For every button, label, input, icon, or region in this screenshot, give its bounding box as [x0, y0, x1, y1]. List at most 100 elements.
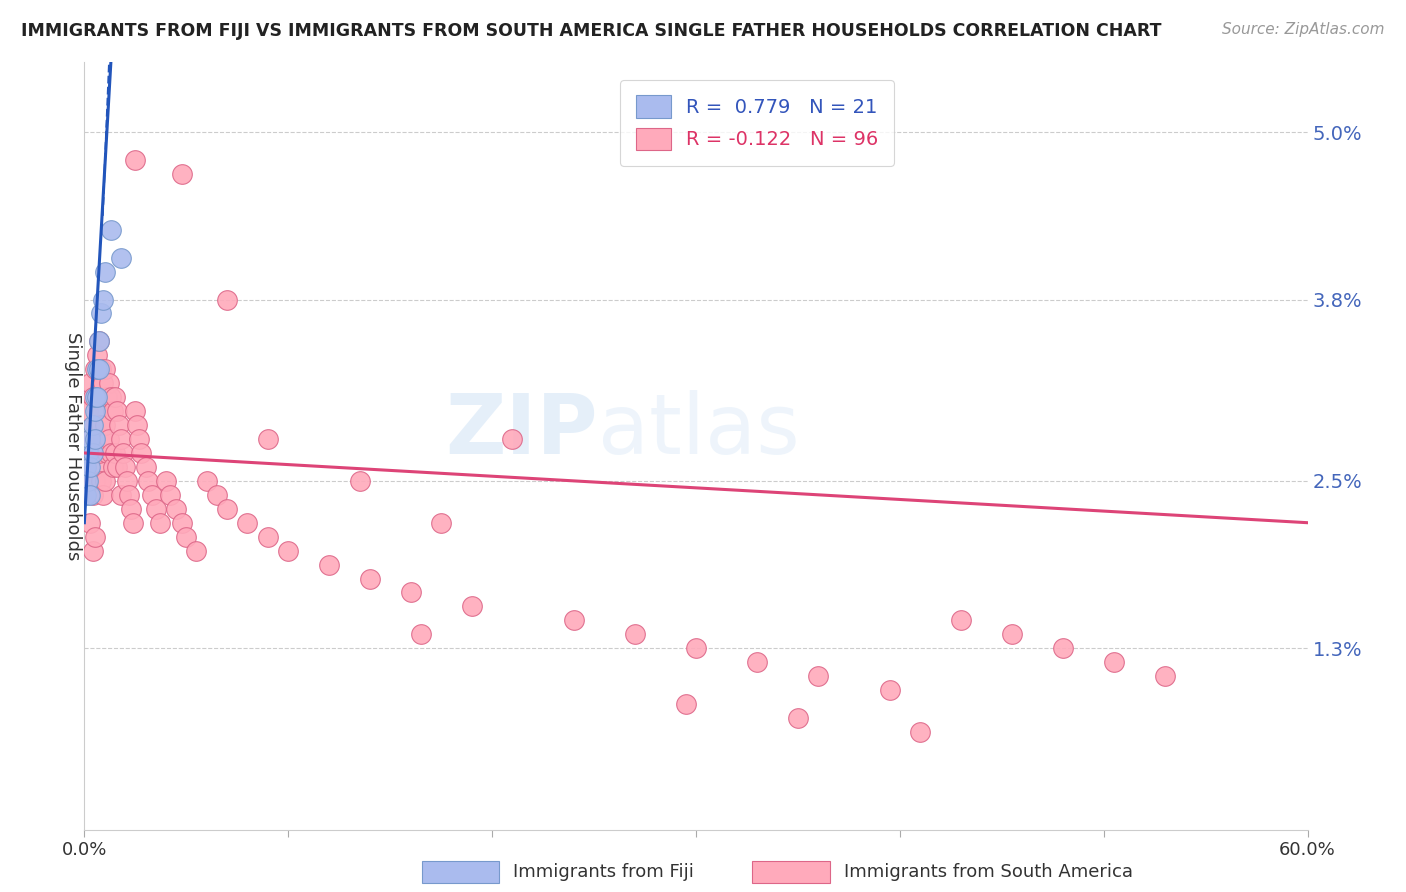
Point	[77, 474, 100, 488]
Point	[79, 376, 101, 391]
Point	[359, 572, 381, 586]
Point	[82, 390, 104, 404]
Point	[79, 432, 101, 446]
Point	[145, 501, 167, 516]
Point	[86, 390, 108, 404]
Point	[79, 459, 101, 474]
Point	[83, 418, 105, 433]
Point	[217, 501, 239, 516]
Point	[96, 390, 118, 404]
Point	[93, 474, 115, 488]
Point	[79, 516, 101, 530]
Legend: R =  0.779   N = 21, R = -0.122   N = 96: R = 0.779 N = 21, R = -0.122 N = 96	[620, 79, 894, 166]
Point	[186, 543, 208, 558]
Point	[205, 488, 228, 502]
Text: IMMIGRANTS FROM FIJI VS IMMIGRANTS FROM SOUTH AMERICA SINGLE FATHER HOUSEHOLDS C: IMMIGRANTS FROM FIJI VS IMMIGRANTS FROM …	[21, 22, 1161, 40]
Point	[747, 655, 769, 669]
Point	[87, 334, 110, 349]
Point	[236, 516, 259, 530]
Point	[83, 432, 105, 446]
Point	[101, 459, 124, 474]
Point	[97, 432, 120, 446]
Point	[1001, 627, 1024, 641]
Point	[108, 418, 131, 433]
Point	[90, 418, 112, 433]
Text: Source: ZipAtlas.com: Source: ZipAtlas.com	[1222, 22, 1385, 37]
Point	[82, 446, 104, 460]
Point	[75, 459, 97, 474]
Point	[104, 390, 127, 404]
Point	[83, 530, 105, 544]
Point	[787, 711, 810, 725]
Point	[624, 627, 647, 641]
Point	[87, 446, 110, 460]
Point	[87, 390, 110, 404]
Point	[257, 530, 280, 544]
Point	[79, 488, 101, 502]
Point	[110, 488, 132, 502]
Point	[1102, 655, 1125, 669]
Point	[93, 418, 115, 433]
Point	[807, 669, 830, 683]
Point	[77, 404, 100, 418]
Point	[195, 474, 218, 488]
Point	[82, 543, 104, 558]
Point	[100, 223, 122, 237]
Point	[257, 432, 280, 446]
Point	[115, 474, 138, 488]
Point	[399, 585, 422, 599]
Point	[461, 599, 484, 614]
Point	[87, 334, 110, 349]
Point	[91, 488, 114, 502]
Point	[318, 558, 340, 572]
Point	[124, 153, 146, 167]
Point	[124, 404, 146, 418]
Point	[685, 641, 707, 656]
Point	[101, 404, 124, 418]
Point	[91, 376, 114, 391]
Point	[502, 432, 524, 446]
Point	[430, 516, 453, 530]
Point	[110, 251, 132, 265]
Text: atlas: atlas	[598, 390, 800, 471]
Point	[135, 459, 157, 474]
Point	[83, 390, 105, 404]
Text: Immigrants from Fiji: Immigrants from Fiji	[513, 863, 695, 881]
Point	[91, 293, 114, 307]
Point	[409, 627, 432, 641]
Point	[127, 418, 149, 433]
Point	[349, 474, 371, 488]
Point	[562, 613, 585, 627]
Point	[77, 446, 100, 460]
Point	[82, 446, 104, 460]
Point	[118, 488, 141, 502]
Point	[122, 516, 145, 530]
Point	[86, 404, 108, 418]
Point	[75, 488, 97, 502]
Point	[82, 418, 104, 433]
Point	[96, 446, 118, 460]
Point	[100, 390, 122, 404]
Point	[97, 376, 120, 391]
Point	[159, 488, 181, 502]
Point	[86, 348, 108, 362]
Point	[93, 265, 115, 279]
Point	[172, 516, 194, 530]
Point	[172, 167, 194, 181]
Point	[77, 474, 100, 488]
Text: ZIP: ZIP	[446, 390, 598, 471]
Point	[141, 488, 163, 502]
Point	[110, 432, 132, 446]
Point	[105, 459, 128, 474]
Point	[950, 613, 973, 627]
Point	[93, 362, 115, 376]
Point	[128, 432, 150, 446]
Point	[91, 432, 114, 446]
Point	[90, 362, 112, 376]
Point	[104, 446, 127, 460]
Point	[910, 725, 932, 739]
Point	[90, 306, 112, 320]
Point	[131, 446, 153, 460]
Point	[1154, 669, 1177, 683]
Point	[86, 362, 108, 376]
